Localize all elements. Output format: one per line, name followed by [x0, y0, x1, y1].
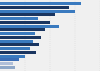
Bar: [0, 66, 15, 69]
Bar: [0, 43, 39, 46]
Bar: [0, 21, 50, 24]
Bar: [0, 58, 19, 61]
Bar: [0, 6, 69, 9]
Bar: [0, 10, 75, 13]
Bar: [0, 47, 30, 50]
Bar: [0, 55, 25, 58]
Bar: [0, 32, 35, 35]
Bar: [0, 13, 55, 16]
Bar: [0, 51, 36, 54]
Bar: [0, 25, 59, 28]
Bar: [0, 40, 32, 43]
Bar: [0, 28, 45, 31]
Bar: [0, 17, 38, 20]
Bar: [0, 2, 81, 5]
Bar: [0, 62, 12, 65]
Bar: [0, 36, 41, 39]
